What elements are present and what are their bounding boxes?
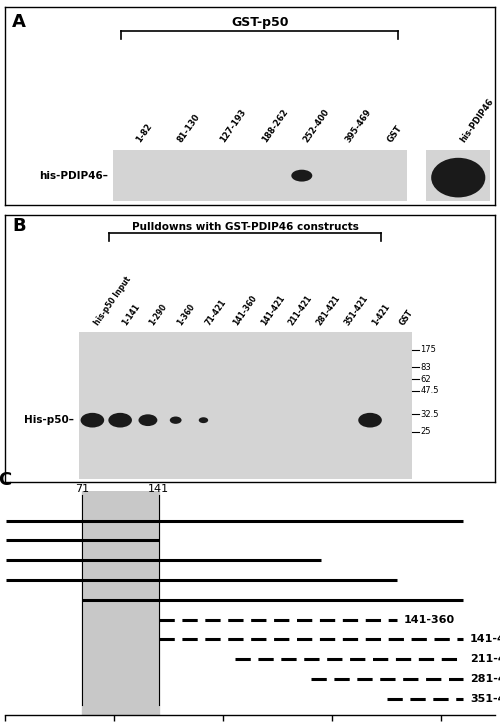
Text: 141-421: 141-421 [259,293,286,327]
Text: 1-421: 1-421 [370,302,392,327]
Text: 211-421: 211-421 [470,654,500,664]
Ellipse shape [358,413,382,427]
Ellipse shape [198,417,208,423]
Text: 141: 141 [148,484,169,494]
Text: 141-421: 141-421 [470,635,500,645]
Text: 141-360: 141-360 [231,293,258,327]
Text: his-p50 Input: his-p50 Input [92,274,132,327]
Text: 252-400: 252-400 [302,107,332,144]
Text: 62: 62 [420,375,431,383]
Text: GST: GST [386,123,404,144]
Text: 1-82: 1-82 [134,121,154,144]
Text: Pulldowns with GST-PDIP46 constructs: Pulldowns with GST-PDIP46 constructs [132,222,358,232]
Text: His-p50–: His-p50– [24,415,74,425]
Text: 141-360: 141-360 [404,614,454,625]
Text: C: C [0,471,11,489]
Ellipse shape [431,158,486,197]
Text: 25: 25 [420,427,431,436]
Bar [78,332,411,479]
Text: 32.5: 32.5 [420,410,439,419]
Text: 175: 175 [420,345,436,355]
Text: GST-p50: GST-p50 [231,16,288,29]
Text: 1-141: 1-141 [120,302,142,327]
Text: 281-421: 281-421 [314,293,342,327]
Ellipse shape [108,413,132,427]
Text: 281-421: 281-421 [470,674,500,684]
Ellipse shape [292,170,312,181]
Bar [82,491,158,715]
Text: GST: GST [398,308,415,327]
Text: 211-421: 211-421 [287,293,314,327]
Text: 188-262: 188-262 [260,107,290,144]
Ellipse shape [80,413,104,427]
Text: 127-193: 127-193 [218,108,248,144]
Bar [426,150,490,201]
Text: 83: 83 [420,363,432,372]
Text: A: A [12,13,26,31]
Text: 47.5: 47.5 [420,386,439,396]
Text: 351-421: 351-421 [342,293,369,327]
Ellipse shape [170,417,181,424]
Text: 71: 71 [75,484,90,494]
Text: 1-360: 1-360 [176,302,197,327]
Text: 1-290: 1-290 [148,302,169,327]
Text: his-PDIP46: his-PDIP46 [458,97,495,144]
Text: 71-421: 71-421 [204,297,228,327]
Text: 81-130: 81-130 [176,112,202,144]
Text: B: B [12,217,26,235]
Bar [113,150,407,201]
Text: 395-469: 395-469 [344,108,374,144]
Text: his-PDIP46–: his-PDIP46– [39,170,108,180]
Ellipse shape [138,414,158,426]
Text: 351-421: 351-421 [470,694,500,704]
